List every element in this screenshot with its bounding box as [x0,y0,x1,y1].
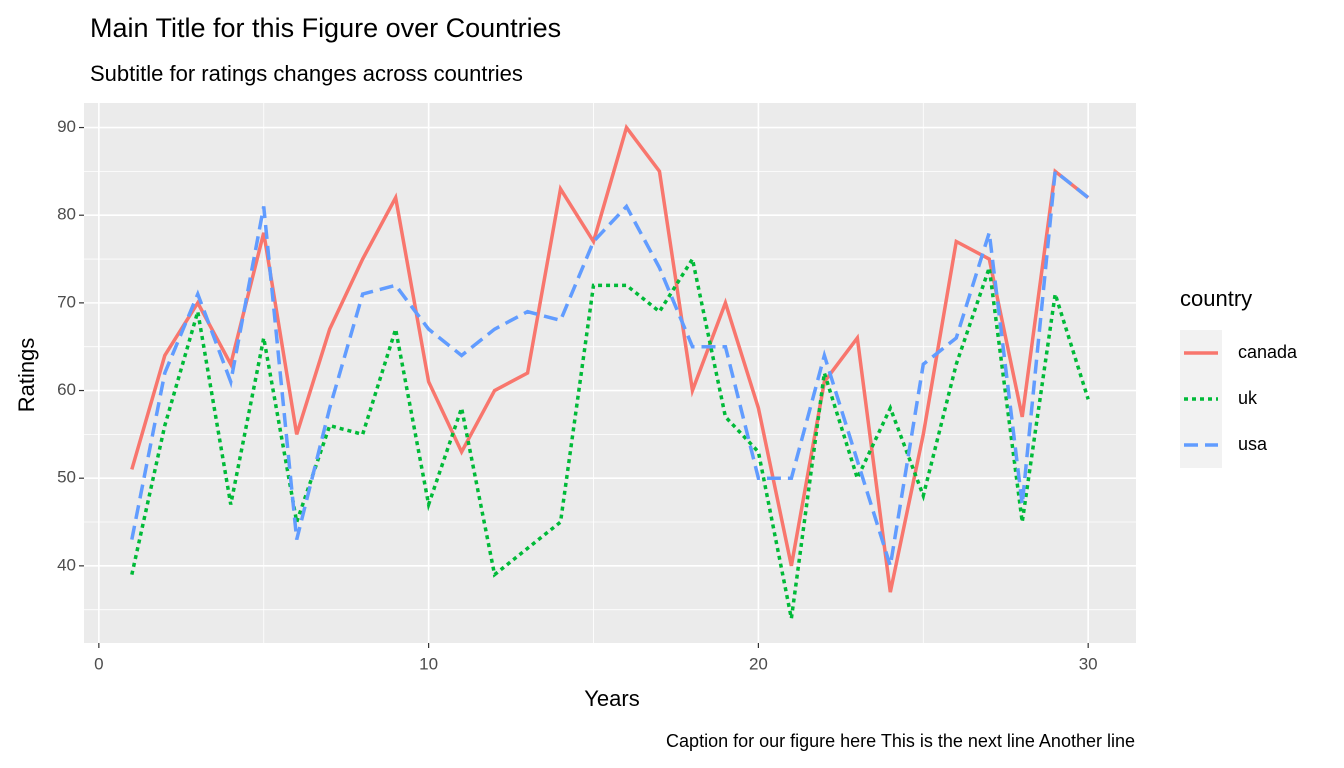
x-tick-label: 10 [419,654,438,673]
legend-label: canada [1238,342,1298,362]
legend-label: usa [1238,434,1268,454]
x-tick-label: 0 [94,654,103,673]
chart-subtitle: Subtitle for ratings changes across coun… [90,61,523,86]
legend-title: country [1180,286,1252,311]
plot-panel [84,103,1136,643]
legend-label: uk [1238,388,1258,408]
y-axis-label: Ratings [14,338,39,413]
y-tick-label: 70 [57,292,76,311]
x-tick-label: 20 [749,654,768,673]
y-tick-label: 40 [57,555,76,574]
y-tick-label: 50 [57,468,76,487]
y-tick-label: 80 [57,205,76,224]
chart-title: Main Title for this Figure over Countrie… [90,13,561,43]
series-line [130,123,1090,593]
caption: Caption for our figure here This is the … [666,731,1135,751]
x-axis-label: Years [584,686,639,711]
y-tick-label: 90 [57,117,76,136]
x-tick-label: 30 [1079,654,1098,673]
y-tick-label: 60 [57,380,76,399]
series-line [130,168,1090,567]
series-line [130,254,1090,619]
